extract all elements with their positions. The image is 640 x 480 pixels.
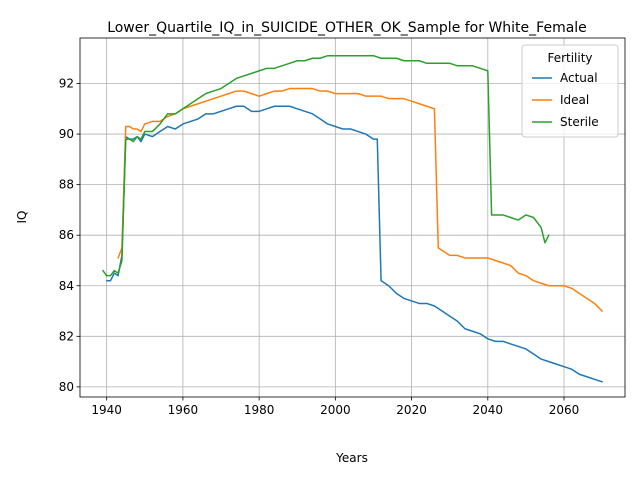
x-tick-label: 2060 — [549, 403, 580, 417]
y-axis: 80 82 84 86 88 90 92 — [59, 77, 80, 394]
x-tick-label: 1980 — [244, 403, 275, 417]
chart-title: Lower_Quartile_IQ_in_SUICIDE_OTHER_OK_Sa… — [107, 20, 587, 36]
legend: Fertility Actual Ideal Sterile — [521, 44, 619, 138]
legend-title: Fertility — [547, 51, 592, 65]
y-tick-label: 80 — [59, 380, 74, 394]
y-tick-label: 92 — [59, 77, 74, 91]
x-axis-label: Years — [335, 451, 368, 465]
grid — [80, 38, 625, 397]
x-tick-label: 1960 — [168, 403, 199, 417]
x-tick-label: 2040 — [473, 403, 504, 417]
x-axis: 1940 1960 1980 2000 2020 2040 2060 — [91, 397, 579, 417]
legend-label-actual: Actual — [560, 71, 598, 85]
y-tick-label: 84 — [59, 279, 74, 293]
x-tick-label: 2020 — [396, 403, 427, 417]
legend-box — [521, 44, 619, 138]
series-line-actual — [105, 105, 603, 383]
x-tick-label: 1940 — [91, 403, 122, 417]
y-tick-label: 86 — [59, 228, 74, 242]
y-axis-label: IQ — [15, 211, 29, 224]
plot-frame — [79, 37, 626, 398]
legend-label-sterile: Sterile — [560, 115, 599, 129]
y-tick-label: 82 — [59, 329, 74, 343]
y-tick-label: 90 — [59, 127, 74, 141]
series-layer — [102, 54, 603, 383]
legend-label-ideal: Ideal — [560, 93, 589, 107]
x-tick-label: 2000 — [320, 403, 351, 417]
series-line-sterile — [102, 54, 550, 277]
y-tick-label: 88 — [59, 178, 74, 192]
